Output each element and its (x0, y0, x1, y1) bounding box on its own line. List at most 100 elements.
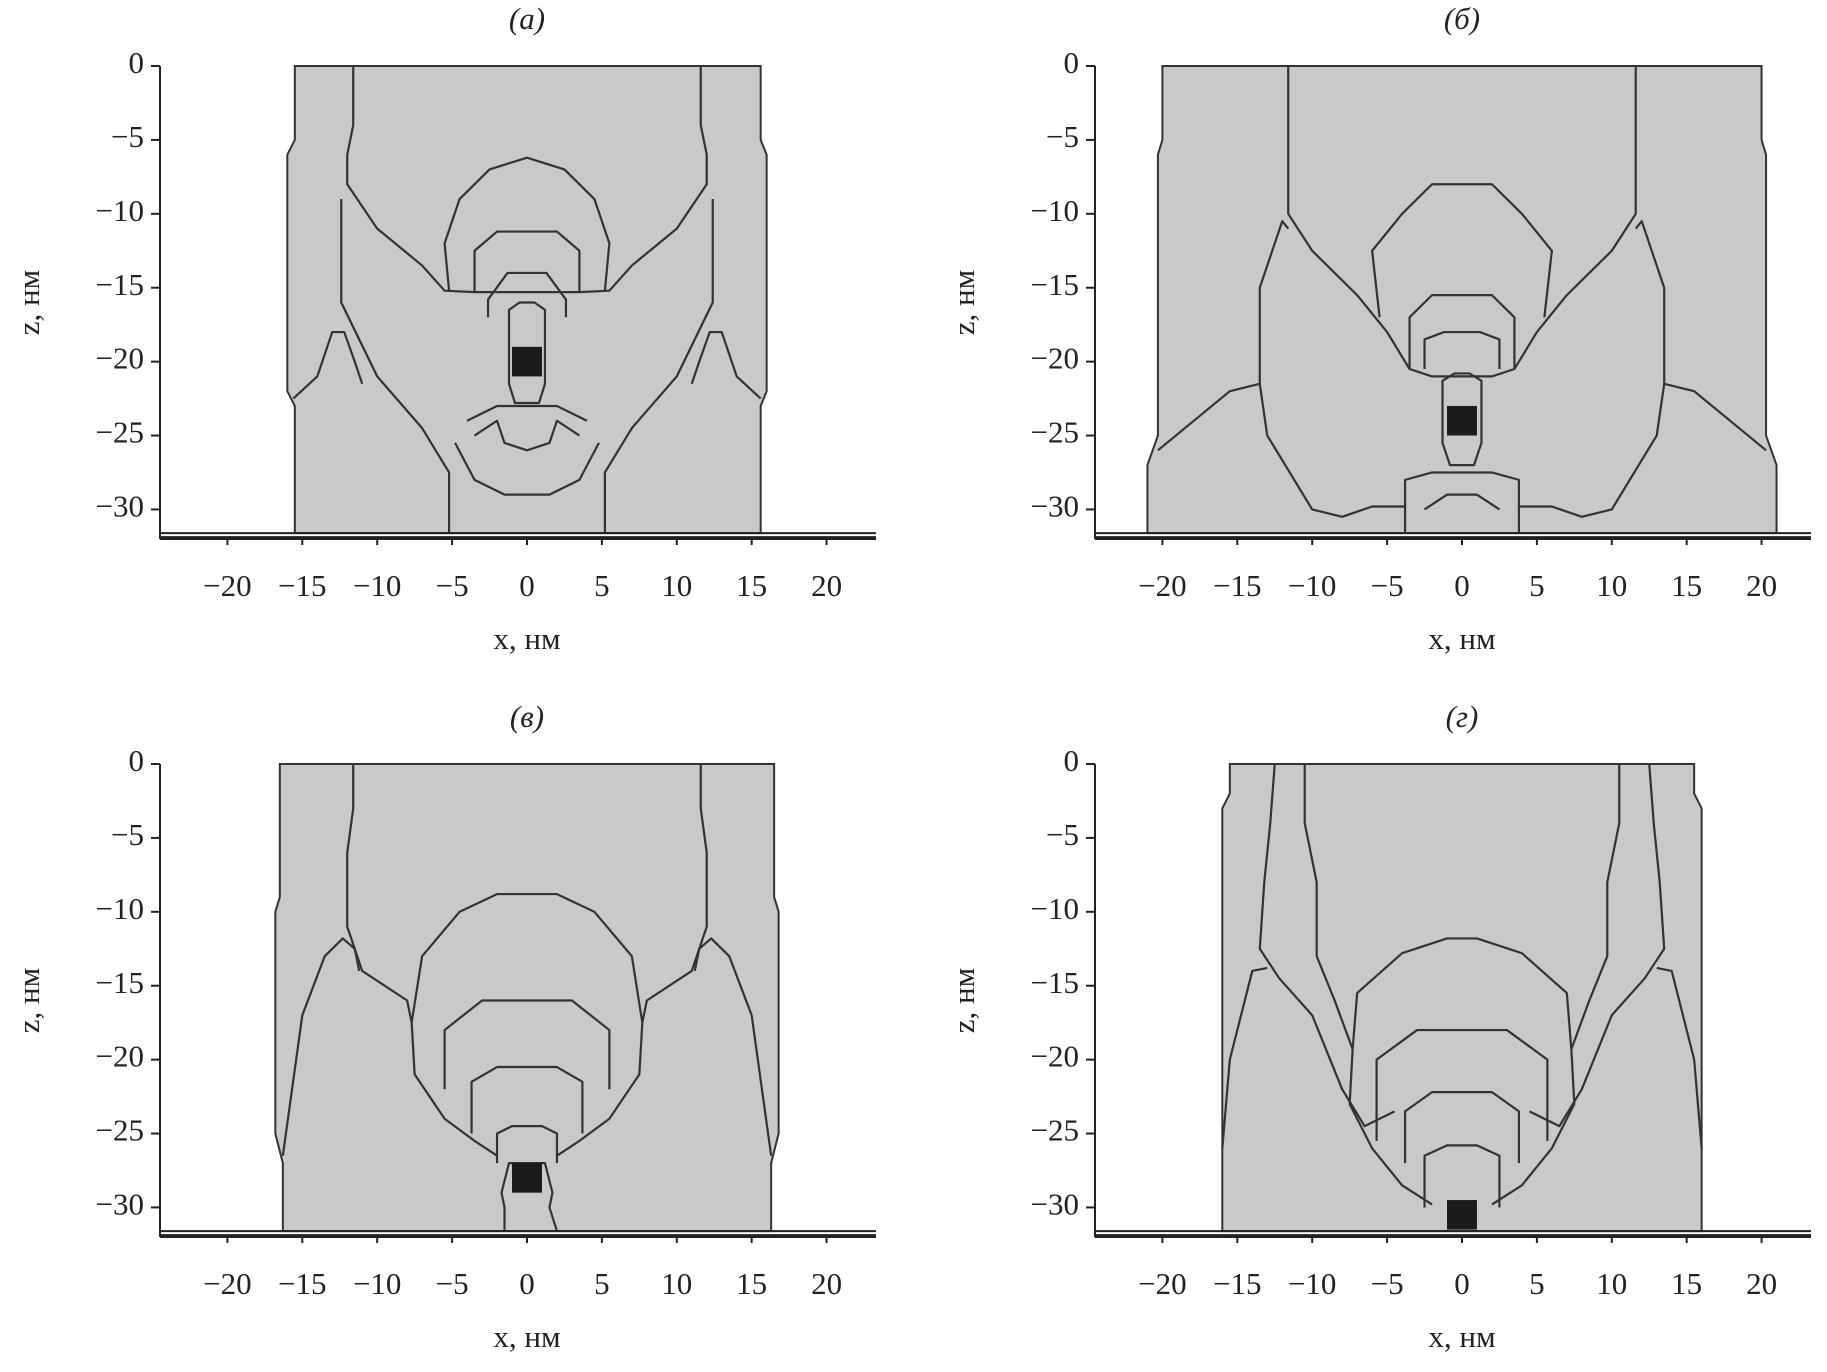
y-tick-label: −10 (1031, 193, 1079, 228)
contour-line (1221, 966, 1268, 1149)
x-tick-label: −15 (1213, 568, 1261, 603)
x-tick-label: 10 (1596, 1266, 1627, 1301)
contour-line (641, 764, 708, 1023)
x-tick-label: 0 (519, 568, 535, 603)
x-tick-label: −10 (353, 1266, 401, 1301)
contour-line (1423, 493, 1501, 511)
contour-line (1423, 330, 1501, 370)
contour-line (1287, 66, 1637, 378)
panel: 0 −5 −10 −15 −20 −25 −30 −20 −15 −10 −5 0 5 10 15 20 (б)… (946, 1, 1811, 656)
panel-title: (г) (1446, 699, 1479, 734)
y-tick-label: −30 (1031, 1187, 1079, 1222)
x-tick-label: −5 (436, 568, 469, 603)
x-tick-label: 0 (1454, 568, 1470, 603)
contour-line (473, 230, 581, 293)
y-tick-label: −30 (96, 1187, 144, 1222)
x-tick-label: 10 (661, 1266, 692, 1301)
x-tick-label: −15 (278, 568, 326, 603)
contour-line (346, 764, 413, 1023)
x-tick-label: −5 (1371, 1266, 1404, 1301)
charge (512, 346, 542, 377)
y-tick-label: −5 (111, 119, 144, 154)
contour-line (473, 419, 581, 452)
x-tick-label: 5 (594, 568, 610, 603)
contour-line (1375, 1028, 1549, 1141)
contour-line (1528, 763, 1666, 1128)
y-tick-label: −15 (1031, 965, 1079, 1000)
y-tick-label: −15 (96, 267, 144, 302)
y-axis-label: z, нм (946, 968, 981, 1033)
charge (1447, 405, 1477, 436)
contour-line (1441, 372, 1483, 467)
x-axis-label: x, нм (493, 621, 560, 656)
contour-line (443, 156, 611, 291)
contour-line (486, 271, 568, 318)
contour-line (603, 199, 714, 534)
x-tick-label: 20 (1746, 1266, 1777, 1301)
y-axis-label: z, нм (11, 968, 46, 1033)
panel: 0 −5 −10 −15 −20 −25 −30 −20 −15 −10 −5 0 5 10 15 20 (в)… (11, 699, 876, 1354)
y-axis-label: z, нм (11, 270, 46, 335)
y-tick-label: −20 (1031, 1039, 1079, 1074)
charge (512, 1163, 542, 1193)
x-tick-label: 10 (661, 568, 692, 603)
contour-line (1371, 183, 1553, 318)
x-tick-label: 0 (519, 1266, 535, 1301)
x-axis-label: x, нм (493, 1319, 560, 1354)
y-tick-label: −25 (1031, 1113, 1079, 1148)
y-tick-label: −25 (96, 415, 144, 450)
x-tick-label: 5 (1529, 1266, 1545, 1301)
panel: 0 −5 −10 −15 −20 −25 −30 −20 −15 −10 −5 0 5 10 15 20 (г)… (946, 699, 1811, 1354)
x-tick-label: 20 (811, 568, 842, 603)
y-tick-label: −30 (1031, 489, 1079, 524)
contour-line (470, 1065, 584, 1134)
contour-line (1408, 294, 1516, 370)
panel-title: (б) (1444, 1, 1480, 36)
contour-line (507, 301, 547, 405)
contour-line (443, 999, 611, 1090)
contour-line (1351, 937, 1573, 1050)
y-tick-label: −20 (96, 341, 144, 376)
x-tick-label: −20 (1138, 1266, 1186, 1301)
x-tick-label: −20 (1138, 568, 1186, 603)
contour-line (1656, 966, 1703, 1149)
y-tick-label: −25 (96, 1113, 144, 1148)
x-tick-label: −15 (1213, 1266, 1261, 1301)
y-tick-label: −5 (111, 817, 144, 852)
y-tick-label: −10 (1031, 891, 1079, 926)
x-tick-label: 10 (1596, 568, 1627, 603)
contour-line (693, 937, 773, 1156)
field-region (286, 65, 768, 535)
x-tick-label: 20 (811, 1266, 842, 1301)
x-tick-label: 15 (1671, 1266, 1702, 1301)
contour-line (292, 330, 364, 400)
panel: 0 −5 −10 −15 −20 −25 −30 −20 −15 −10 −5 0 5 10 15 20 (а)… (11, 1, 876, 656)
y-tick-label: −10 (96, 891, 144, 926)
panel-title: (а) (509, 1, 545, 36)
contour-line (1491, 1049, 1576, 1206)
contour-line (1634, 220, 1767, 452)
panel-title: (в) (510, 699, 544, 734)
field-region (1221, 763, 1703, 1233)
x-tick-label: 15 (736, 568, 767, 603)
x-tick-label: −20 (203, 568, 251, 603)
y-tick-label: 0 (129, 743, 145, 778)
contour-line (410, 1022, 498, 1157)
contour-line (1518, 383, 1666, 518)
contour-line (410, 892, 644, 1023)
y-tick-label: −5 (1046, 119, 1079, 154)
contour-line (556, 1022, 644, 1157)
x-axis-label: x, нм (1428, 621, 1495, 656)
x-tick-label: −5 (436, 1266, 469, 1301)
contour-line (1403, 1091, 1521, 1164)
y-tick-label: −10 (96, 193, 144, 228)
y-tick-label: 0 (1064, 743, 1080, 778)
contour-line (454, 442, 600, 496)
x-tick-label: 15 (736, 1266, 767, 1301)
y-tick-label: 0 (1064, 45, 1080, 80)
x-tick-label: −10 (353, 568, 401, 603)
x-tick-label: 5 (1529, 568, 1545, 603)
contour-line (1348, 1049, 1433, 1206)
contour-line (466, 404, 588, 422)
